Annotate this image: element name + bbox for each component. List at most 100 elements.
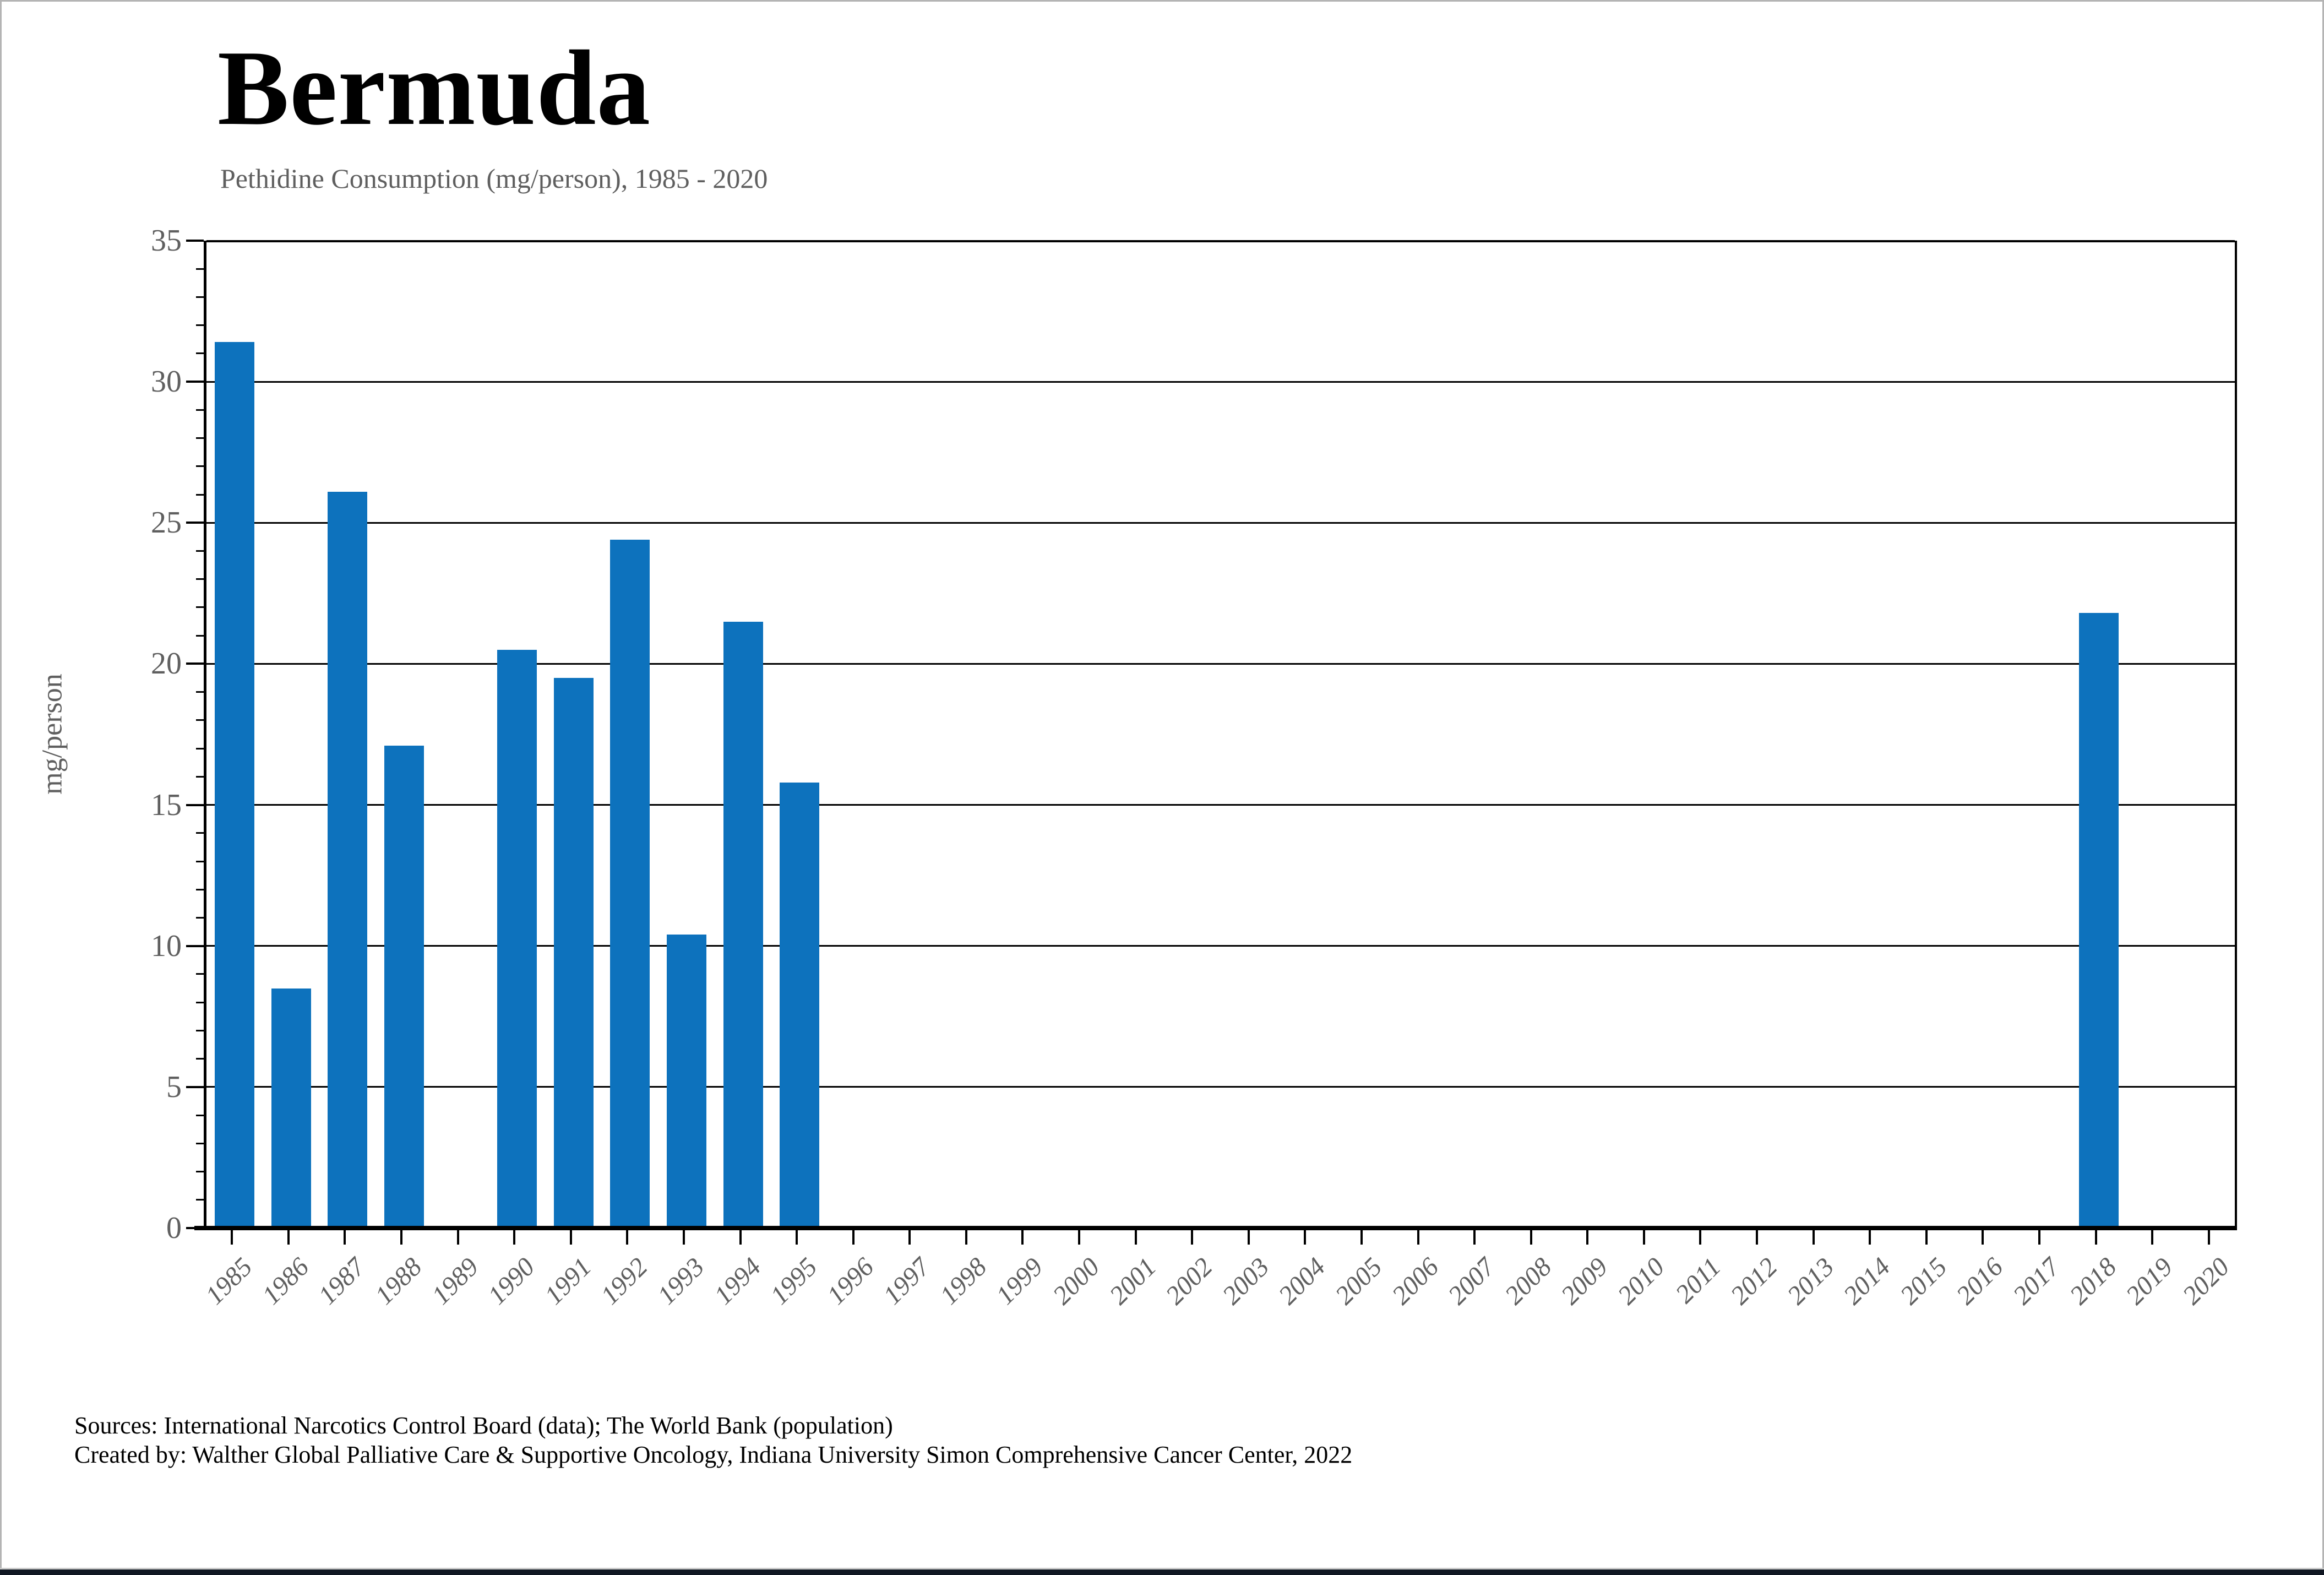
x-tick-label-1998: 1998 — [934, 1252, 993, 1311]
y-minor-tick-14 — [196, 832, 204, 834]
x-tick-label-2010: 2010 — [1612, 1252, 1670, 1311]
y-minor-tick-21 — [196, 634, 204, 637]
y-minor-tick-32 — [196, 324, 204, 327]
y-minor-tick-24 — [196, 550, 204, 552]
y-major-tick-30 — [186, 381, 204, 383]
x-tick-label-1995: 1995 — [765, 1252, 823, 1311]
x-tick-2017 — [2038, 1230, 2040, 1245]
footer-sources-line: Sources: International Narcotics Control… — [74, 1412, 893, 1439]
y-minor-tick-16 — [196, 775, 204, 778]
x-tick-label-1996: 1996 — [821, 1252, 880, 1311]
y-minor-tick-12 — [196, 888, 204, 890]
x-tick-label-2019: 2019 — [2120, 1252, 2179, 1311]
x-tick-2018 — [2094, 1230, 2097, 1245]
x-tick-label-2008: 2008 — [1499, 1252, 1558, 1311]
x-tick-2007 — [1473, 1230, 1476, 1245]
plot-area — [186, 240, 2237, 1230]
x-tick-1990 — [513, 1230, 516, 1245]
bar-1990 — [497, 649, 537, 1228]
x-tick-2019 — [2151, 1230, 2154, 1245]
x-tick-label-2011: 2011 — [1669, 1252, 1727, 1309]
gridline-y-15 — [206, 804, 2235, 806]
y-axis-title: mg/person — [36, 674, 68, 795]
x-tick-label-2004: 2004 — [1273, 1252, 1331, 1311]
bar-1992 — [610, 540, 650, 1228]
x-tick-2000 — [1078, 1230, 1081, 1245]
x-tick-label-1988: 1988 — [369, 1252, 428, 1311]
x-tick-label-2003: 2003 — [1216, 1252, 1275, 1311]
y-minor-tick-23 — [196, 578, 204, 580]
x-tick-2006 — [1417, 1230, 1419, 1245]
x-tick-label-2015: 2015 — [1894, 1252, 1953, 1311]
x-tick-2012 — [1756, 1230, 1759, 1245]
x-tick-label-1986: 1986 — [256, 1252, 315, 1311]
x-tick-1997 — [908, 1230, 911, 1245]
y-tick-label-0: 0 — [166, 1211, 182, 1245]
x-tick-label-2013: 2013 — [1781, 1252, 1839, 1311]
bar-1986 — [271, 988, 311, 1228]
x-tick-label-2018: 2018 — [2064, 1252, 2122, 1311]
x-tick-2008 — [1530, 1230, 1532, 1245]
x-tick-2004 — [1304, 1230, 1307, 1245]
y-minor-tick-7 — [196, 1029, 204, 1031]
gridline-y-5 — [206, 1086, 2235, 1088]
x-axis-tick-labels: 1985 1986 1987 1988 1989 1990 1991 1992 1993 1994… — [0, 1252, 2324, 1375]
x-tick-label-2001: 2001 — [1103, 1252, 1162, 1311]
x-tick-2014 — [1869, 1230, 1871, 1245]
y-major-tick-25 — [186, 522, 204, 524]
bar-1991 — [553, 678, 594, 1228]
x-tick-label-2000: 2000 — [1047, 1252, 1106, 1311]
y-minor-tick-11 — [196, 916, 204, 919]
y-major-tick-10 — [186, 944, 204, 947]
bottom-divider-line — [0, 1568, 2324, 1569]
x-axis-line — [194, 1226, 2237, 1230]
y-minor-tick-31 — [196, 352, 204, 355]
page-subtitle: Pethidine Consumption (mg/person), 1985 … — [220, 163, 768, 194]
x-tick-2011 — [1699, 1230, 1702, 1245]
y-major-tick-15 — [186, 803, 204, 806]
bar-1985 — [215, 342, 255, 1228]
x-tick-label-1990: 1990 — [482, 1252, 541, 1311]
x-tick-1991 — [569, 1230, 572, 1245]
x-tick-2020 — [2207, 1230, 2210, 1245]
x-tick-2009 — [1586, 1230, 1589, 1245]
y-minor-tick-26 — [196, 493, 204, 496]
x-tick-2005 — [1360, 1230, 1363, 1245]
bar-1995 — [780, 782, 820, 1228]
gridline-y-35 — [206, 240, 2235, 242]
x-tick-1995 — [796, 1230, 798, 1245]
x-tick-1996 — [852, 1230, 855, 1245]
x-tick-label-2012: 2012 — [1725, 1252, 1783, 1311]
x-tick-label-1985: 1985 — [200, 1252, 258, 1311]
gridline-y-30 — [206, 381, 2235, 383]
x-tick-label-1987: 1987 — [313, 1252, 371, 1311]
y-minor-tick-27 — [196, 465, 204, 468]
x-tick-1987 — [344, 1230, 346, 1245]
y-minor-tick-18 — [196, 719, 204, 721]
x-tick-label-2002: 2002 — [1160, 1252, 1218, 1311]
y-major-tick-35 — [186, 240, 204, 242]
y-minor-tick-22 — [196, 606, 204, 609]
x-tick-label-2005: 2005 — [1329, 1252, 1388, 1311]
footer-credits: Sources: International Narcotics Control… — [74, 1411, 1352, 1469]
y-minor-tick-19 — [196, 691, 204, 693]
x-tick-1989 — [456, 1230, 459, 1245]
x-tick-label-1992: 1992 — [595, 1252, 654, 1311]
footer-created-by-line: Created by: Walther Global Palliative Ca… — [74, 1441, 1353, 1468]
x-tick-2015 — [1925, 1230, 1928, 1245]
bar-1994 — [723, 621, 763, 1228]
x-tick-1988 — [400, 1230, 403, 1245]
x-tick-2002 — [1191, 1230, 1194, 1245]
y-minor-tick-6 — [196, 1058, 204, 1060]
x-tick-1992 — [626, 1230, 629, 1245]
y-major-tick-5 — [186, 1085, 204, 1088]
x-tick-label-1994: 1994 — [708, 1252, 766, 1311]
y-major-tick-20 — [186, 662, 204, 665]
x-tick-label-2017: 2017 — [2007, 1252, 2066, 1311]
x-tick-label-2020: 2020 — [2176, 1252, 2235, 1311]
y-minor-tick-29 — [196, 409, 204, 411]
y-minor-tick-34 — [196, 268, 204, 270]
y-minor-tick-3 — [196, 1142, 204, 1144]
y-tick-label-30: 30 — [151, 365, 182, 399]
gridline-y-20 — [206, 662, 2235, 665]
